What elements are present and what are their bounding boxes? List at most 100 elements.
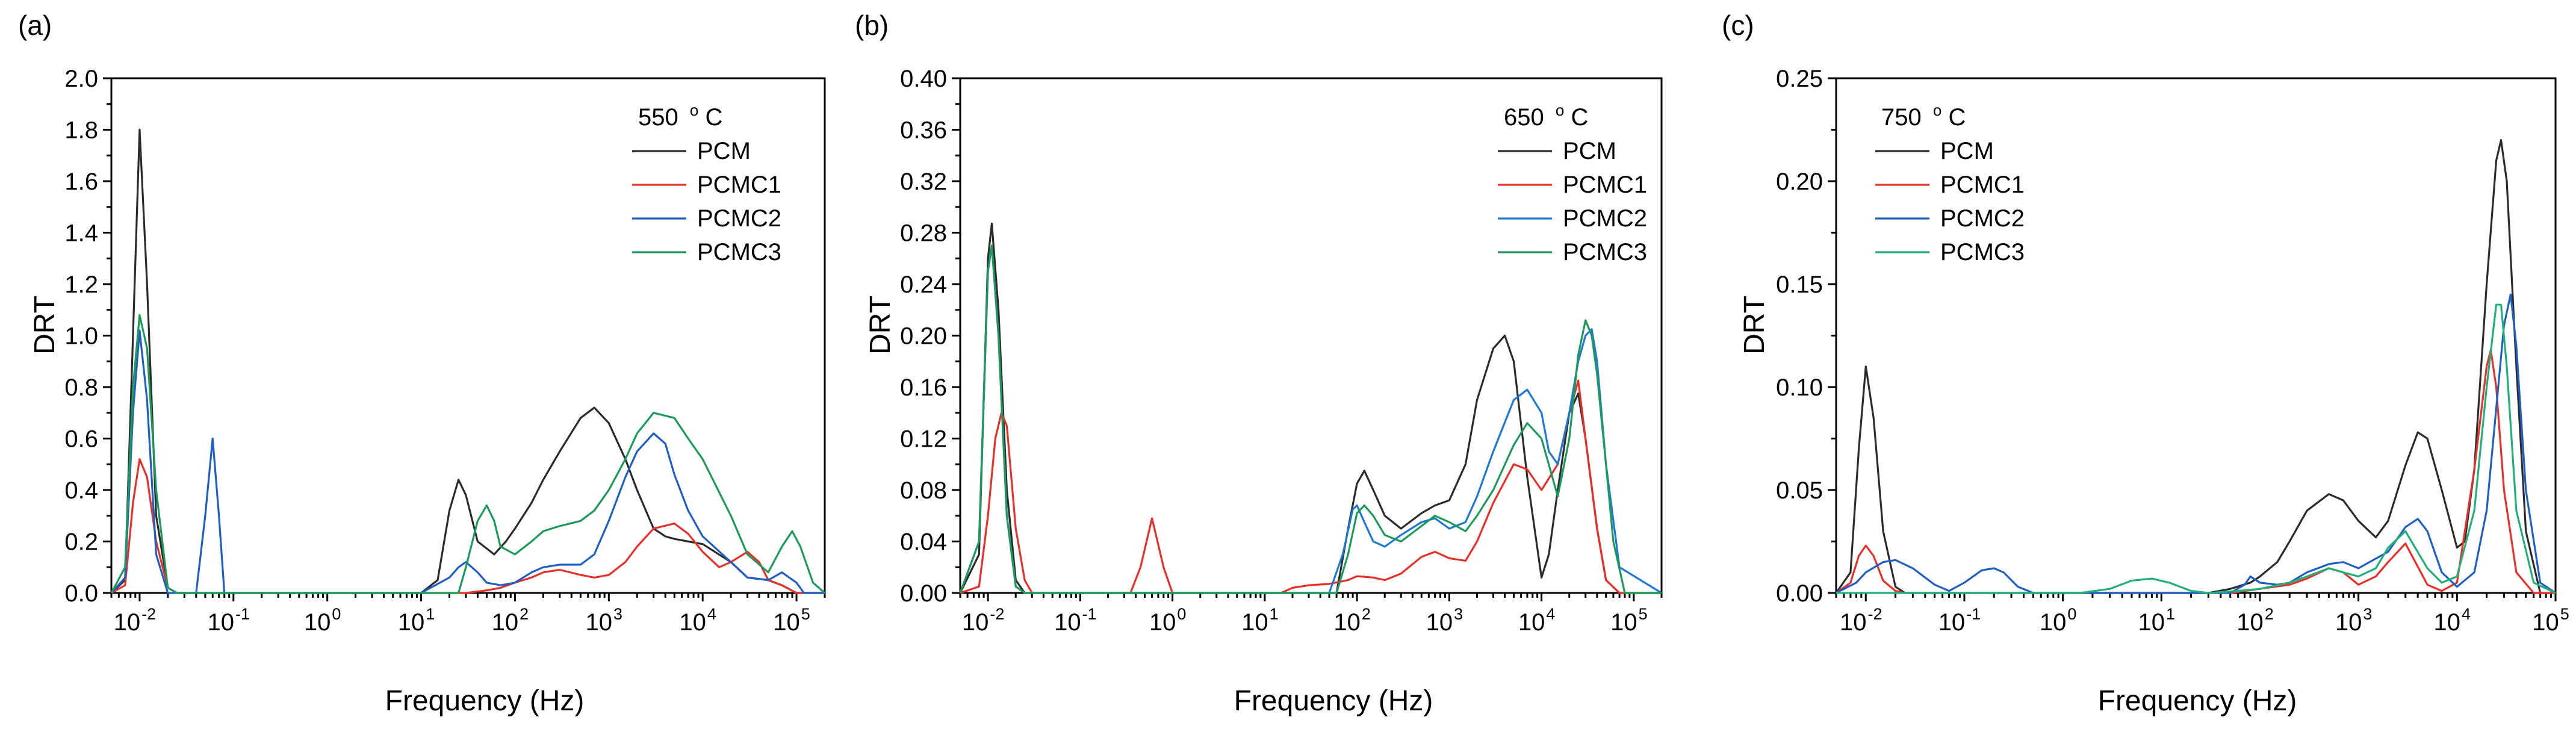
legend-title-degree-a: o [690, 101, 698, 119]
x-tick-base-a: 10 [114, 609, 141, 636]
legend-label-pcmc3-a: PCMC3 [697, 239, 781, 265]
y-tick-label-a: 0.0 [64, 580, 98, 607]
y-tick-label-b: 0.20 [900, 323, 947, 350]
x-tick-exponent-a: 5 [801, 605, 810, 623]
x-tick-base-b: 10 [1149, 609, 1176, 636]
x-tick-base-a: 10 [398, 609, 425, 636]
x-tick-label-a: 100 [304, 605, 341, 636]
y-tick-label-c: 0.05 [1776, 477, 1823, 504]
y-tick-label-c: 0.00 [1776, 580, 1823, 607]
x-tick-base-a: 10 [773, 609, 800, 636]
x-tick-label-a: 103 [586, 605, 623, 636]
legend-title-c: 750 o C [1881, 95, 1966, 131]
x-tick-label-b: 100 [1149, 605, 1187, 636]
y-tick-label-b: 0.04 [900, 529, 947, 556]
series-line-pcm-b [959, 222, 1662, 594]
y-tick-label-c: 0.25 [1776, 66, 1823, 92]
x-tick-base-b: 10 [1426, 609, 1453, 636]
x-tick-label-c: 101 [2138, 605, 2176, 636]
x-tick-label-c: 105 [2532, 605, 2569, 636]
legend-c: 750 o C PCM PCMC1 PCMC2 PCMC3 [1875, 95, 2025, 265]
x-tick-base-a: 10 [304, 609, 331, 636]
x-tick-exponent-a: -2 [141, 605, 156, 623]
x-axis-label-c: Frequency (Hz) [2098, 685, 2297, 717]
x-tick-exponent-a: 0 [332, 605, 341, 623]
x-tick-exponent-a: -1 [235, 605, 250, 623]
legend-label-pcmc1-c: PCMC1 [1940, 172, 2025, 198]
legend-label-pcmc1-b: PCMC1 [1563, 172, 1647, 198]
x-tick-label-a: 104 [679, 605, 716, 636]
legend-title-value-c: 750 [1881, 104, 1922, 131]
x-tick-exponent-a: 3 [613, 605, 622, 623]
plot-area-b: 0.00 0.04 0.08 0.12 0.16 0.20 0.24 0.28 0.32 0.36… [900, 66, 1663, 636]
y-tick-label-a: 1.6 [64, 169, 98, 195]
x-tick-base-b: 10 [1054, 609, 1081, 636]
x-tick-base-b: 10 [1333, 609, 1361, 636]
legend-title-b: 650 o C [1504, 95, 1588, 131]
y-tick-label-a: 0.8 [64, 374, 98, 401]
y-tick-label-b: 0.28 [900, 220, 947, 247]
y-tick-label-b: 0.24 [900, 271, 947, 298]
panel-a: (a) DRT Frequency (Hz) 0.0 0.2 0.4 0.6 0.8 1.… [18, 10, 826, 717]
legend-label-pcmc2-b: PCMC2 [1563, 205, 1647, 232]
x-tick-label-b: 10-2 [962, 605, 1005, 636]
legend-title-value-b: 650 [1504, 104, 1544, 131]
y-tick-label-a: 1.8 [64, 117, 98, 144]
x-tick-label-c: 103 [2335, 605, 2373, 636]
y-tick-label-b: 0.40 [900, 66, 947, 92]
x-tick-exponent-c: 3 [2363, 605, 2372, 623]
x-tick-label-b: 102 [1333, 605, 1371, 636]
x-tick-exponent-b: -2 [990, 605, 1004, 623]
x-tick-base-c: 10 [1840, 609, 1867, 636]
x-tick-exponent-c: 1 [2166, 605, 2175, 623]
legend-title-degree-b: o [1556, 101, 1564, 119]
x-tick-base-c: 10 [2040, 609, 2067, 636]
x-tick-label-b: 103 [1426, 605, 1463, 636]
x-tick-exponent-b: 2 [1362, 605, 1371, 623]
y-tick-label-b: 0.12 [900, 426, 947, 453]
x-tick-exponent-b: -1 [1082, 605, 1097, 623]
x-tick-label-b: 104 [1518, 605, 1556, 636]
x-tick-base-c: 10 [2236, 609, 2264, 636]
x-axis-label-b: Frequency (Hz) [1234, 685, 1433, 717]
x-tick-exponent-c: 4 [2462, 605, 2471, 623]
legend-label-pcmc1-a: PCMC1 [697, 172, 781, 198]
y-tick-label-a: 2.0 [64, 66, 98, 92]
panel-label-a: (a) [18, 10, 52, 41]
x-tick-label-a: 105 [773, 605, 810, 636]
y-tick-label-b: 0.00 [900, 580, 947, 607]
legend-a: 550 o C PCM PCMC1 PCMC2 PCMC3 [632, 95, 781, 265]
series-line-pcmc3-a [110, 314, 826, 594]
y-axis-label-a: DRT [29, 296, 61, 355]
plot-area-a: 0.00.20.40.60.81.01.21.41.61.82.010-2 10-… [64, 66, 826, 636]
legend-label-pcmc2-a: PCMC2 [697, 205, 781, 232]
y-tick-label-b: 0.36 [900, 117, 947, 144]
series-line-pcmc3-b [959, 244, 1662, 594]
panel-b: (b) DRT Frequency (Hz) 0.000.040.080.120… [855, 10, 1663, 717]
legend-label-pcm-b: PCM [1563, 138, 1616, 164]
x-tick-exponent-c: 0 [2067, 605, 2076, 623]
y-tick-label-b: 0.08 [900, 477, 947, 504]
x-tick-base-a: 10 [586, 609, 613, 636]
x-tick-base-b: 10 [962, 609, 989, 636]
y-tick-label-a: 0.4 [64, 477, 98, 504]
legend-title-value-a: 550 [638, 104, 678, 131]
x-tick-base-a: 10 [679, 609, 706, 636]
x-tick-exponent-a: 2 [520, 605, 529, 623]
y-axis-label-c: DRT [1739, 296, 1771, 355]
x-tick-label-c: 104 [2434, 605, 2471, 636]
x-tick-exponent-b: 3 [1454, 605, 1463, 623]
series-line-pcmc1-a [111, 458, 825, 594]
legend-title-degree-c: o [1933, 101, 1941, 119]
series-line-pcmc3-c [1836, 303, 2556, 594]
legend-title-a: 550 o C [638, 95, 722, 131]
x-tick-label-a: 101 [398, 605, 435, 636]
x-tick-exponent-b: 0 [1177, 605, 1186, 623]
x-tick-base-b: 10 [1610, 609, 1637, 636]
x-tick-base-c: 10 [2335, 609, 2362, 636]
y-tick-label-a: 1.2 [64, 271, 98, 298]
y-tick-label-c: 0.20 [1776, 169, 1823, 195]
